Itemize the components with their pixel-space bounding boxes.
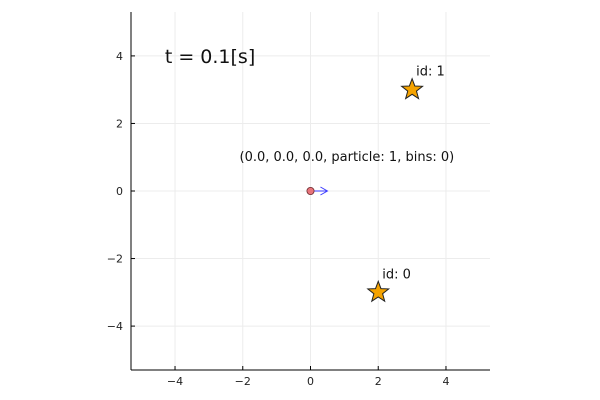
x-tick-label: 2 <box>375 375 382 388</box>
particle-arrow-head <box>320 186 329 196</box>
particle-marker <box>306 186 315 195</box>
y-tick-label: 2 <box>116 117 123 130</box>
particle-label: (0.0, 0.0, 0.0, particle: 1, bins: 0) <box>240 150 455 165</box>
time-label: t = 0.1[s] <box>165 46 255 68</box>
star-label: id: 1 <box>416 65 445 80</box>
star-marker <box>400 77 424 100</box>
y-tick-label: −2 <box>107 253 123 266</box>
y-tick-label: 0 <box>116 185 123 198</box>
x-tick-label: −4 <box>167 375 183 388</box>
y-tick-label: 4 <box>116 50 123 63</box>
x-tick-label: −2 <box>235 375 251 388</box>
ticks: −4 −2 0 2 4 −4 −2 0 2 4 <box>107 50 450 388</box>
star-marker <box>366 279 391 303</box>
x-tick-label: 0 <box>307 375 314 388</box>
y-tick-label: −4 <box>107 320 123 333</box>
marks: id: 0 id: 1 (0.0, 0.0, 0.0, particle: 1, b… <box>240 65 455 303</box>
star-label: id: 0 <box>382 267 411 282</box>
x-tick-label: 4 <box>442 375 449 388</box>
grid <box>131 12 490 370</box>
